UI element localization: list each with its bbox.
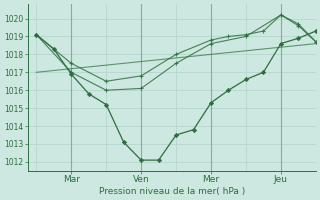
X-axis label: Pression niveau de la mer( hPa ): Pression niveau de la mer( hPa ) [99, 187, 245, 196]
